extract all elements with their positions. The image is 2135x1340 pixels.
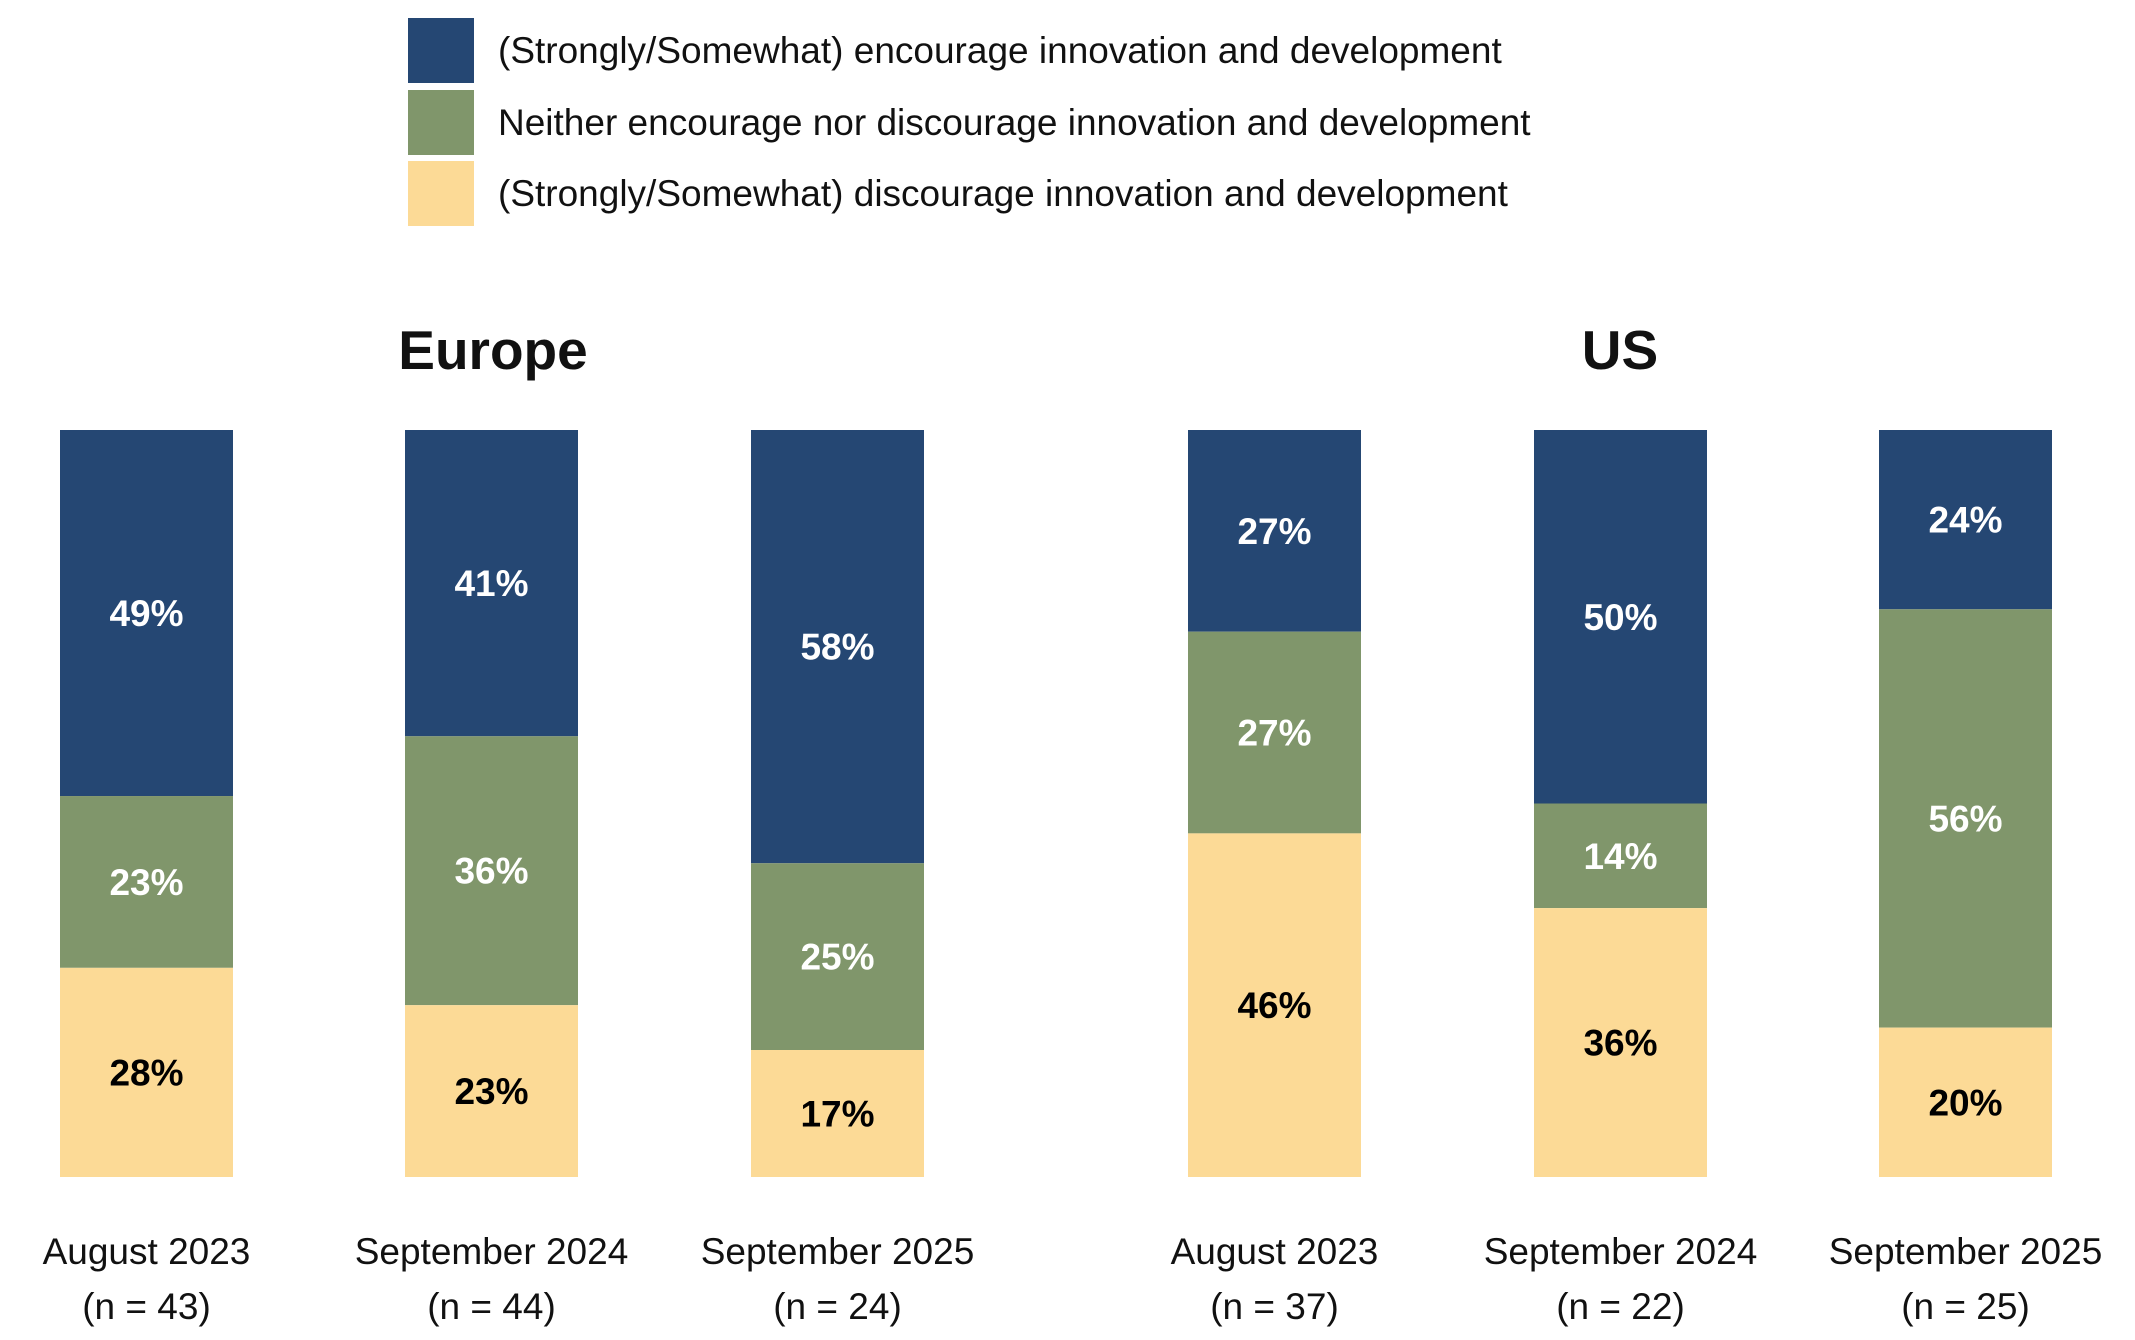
x-tick-label: September 2025 [1829, 1231, 2103, 1272]
data-label: 36% [1583, 1023, 1657, 1064]
bar-segment [1534, 803, 1707, 909]
legend-item-encourage: (Strongly/Somewhat) encourage innovation… [408, 18, 1502, 83]
bar-segment [1534, 908, 1707, 1177]
x-tick-sample-size: (n = 22) [1556, 1286, 1685, 1327]
panel-title-europe: Europe [398, 319, 588, 381]
bar-segment [60, 967, 233, 1177]
legend-label: (Strongly/Somewhat) discourage innovatio… [498, 172, 1508, 214]
legend-swatch [408, 18, 474, 83]
data-label: 46% [1237, 985, 1311, 1026]
x-tick-label: September 2024 [355, 1231, 629, 1272]
bar-segment [60, 796, 233, 968]
data-label: 25% [800, 937, 874, 978]
legend-item-neither: Neither encourage nor discourage innovat… [408, 90, 1531, 155]
legend-swatch [408, 90, 474, 155]
data-label: 50% [1583, 597, 1657, 638]
bar-segment [405, 1005, 578, 1177]
data-label: 27% [1237, 511, 1311, 552]
x-tick-sample-size: (n = 37) [1210, 1286, 1339, 1327]
bar-segment [1188, 430, 1361, 632]
legend-swatch [408, 161, 474, 226]
panel-title-us: US [1581, 319, 1659, 381]
bar-segment [1188, 631, 1361, 834]
bar-segment [1879, 609, 2052, 1028]
bar-segment [751, 863, 924, 1051]
bar-segment [1879, 430, 2052, 610]
data-label: 58% [800, 627, 874, 668]
x-tick-label: August 2023 [1171, 1231, 1379, 1272]
bar-segment [60, 430, 233, 797]
bar-segment [751, 430, 924, 864]
legend-item-discourage: (Strongly/Somewhat) discourage innovatio… [408, 161, 1508, 226]
bar-segment [1188, 833, 1361, 1177]
data-label: 23% [454, 1071, 528, 1112]
data-label: 41% [454, 563, 528, 604]
x-tick-sample-size: (n = 25) [1901, 1286, 2030, 1327]
x-tick-sample-size: (n = 44) [427, 1286, 556, 1327]
data-label: 27% [1237, 713, 1311, 754]
x-tick-sample-size: (n = 43) [82, 1286, 211, 1327]
data-label: 17% [800, 1094, 874, 1135]
legend-label: (Strongly/Somewhat) encourage innovation… [498, 29, 1502, 71]
bar-segment [405, 736, 578, 1006]
data-label: 36% [454, 851, 528, 892]
x-tick-label: September 2024 [1484, 1231, 1758, 1272]
bar-segment [751, 1050, 924, 1177]
data-label: 14% [1583, 836, 1657, 877]
data-label: 28% [109, 1052, 183, 1093]
data-label: 23% [109, 862, 183, 903]
legend-label: Neither encourage nor discourage innovat… [498, 101, 1531, 143]
x-tick-label: September 2025 [701, 1231, 975, 1272]
bar-segment [1879, 1027, 2052, 1177]
x-tick-sample-size: (n = 24) [773, 1286, 902, 1327]
data-label: 24% [1928, 500, 2002, 541]
x-tick-label: August 2023 [43, 1231, 251, 1272]
data-label: 49% [109, 593, 183, 634]
bar-segment [405, 430, 578, 737]
data-label: 56% [1928, 798, 2002, 839]
bar-segment [1534, 430, 1707, 804]
data-label: 20% [1928, 1082, 2002, 1123]
